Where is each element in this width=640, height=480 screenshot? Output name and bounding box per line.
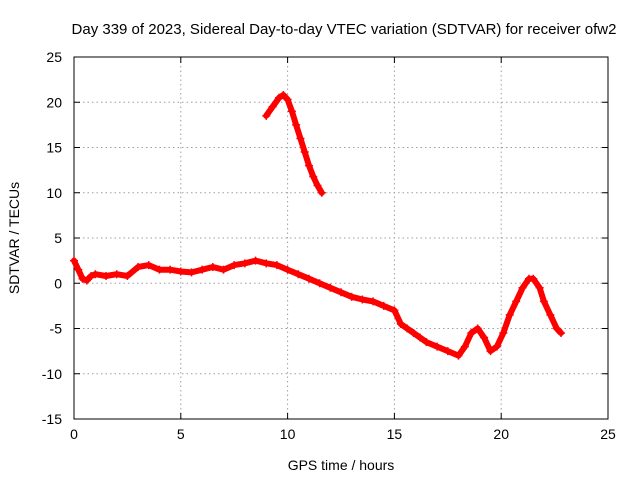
data-point xyxy=(326,283,335,292)
axis-ticks: 0 5 10 15 20 25 -15 -10 -5 0 5 10 15 20 25 xyxy=(42,49,616,442)
data-point xyxy=(91,270,100,279)
data-point xyxy=(467,329,476,338)
y-tick-label: 10 xyxy=(46,185,62,201)
data-point xyxy=(422,338,431,347)
data-point xyxy=(198,265,207,274)
data-point xyxy=(208,262,217,271)
data-point xyxy=(347,292,356,301)
y-tick-label: 15 xyxy=(46,140,62,156)
data-point xyxy=(74,265,83,274)
x-axis-label: GPS time / hours xyxy=(288,457,395,473)
grid xyxy=(74,57,608,419)
data-point xyxy=(409,329,418,338)
data-point xyxy=(300,148,309,157)
data-point xyxy=(262,259,271,268)
data-point xyxy=(499,329,508,338)
data-point xyxy=(70,256,78,265)
data-point xyxy=(294,270,303,279)
data-point xyxy=(123,272,132,281)
x-tick-label: 0 xyxy=(70,426,78,442)
data-series-group xyxy=(70,91,566,360)
data-point xyxy=(240,259,249,268)
data-point xyxy=(480,333,489,342)
x-tick-label: 10 xyxy=(280,426,296,442)
data-point xyxy=(443,347,452,356)
data-point xyxy=(272,261,281,270)
data-point xyxy=(144,261,153,270)
data-point xyxy=(102,272,111,281)
data-point xyxy=(134,262,143,271)
y-axis-label: SDTVAR / TECUs xyxy=(6,182,22,294)
data-series-segment-1 xyxy=(71,257,564,359)
data-point xyxy=(262,111,271,120)
data-point xyxy=(396,319,405,328)
data-point xyxy=(112,270,121,279)
data-point xyxy=(268,102,277,111)
chart-title: Day 339 of 2023, Sidereal Day-to-day VTE… xyxy=(72,21,617,38)
data-point xyxy=(155,265,164,274)
y-tick-label: 5 xyxy=(54,230,62,246)
data-point xyxy=(82,276,91,285)
y-tick-label: -15 xyxy=(42,411,62,427)
data-point xyxy=(390,306,399,315)
data-point xyxy=(460,342,469,351)
data-point xyxy=(304,274,313,283)
y-tick-label: 20 xyxy=(46,94,62,110)
data-point xyxy=(546,310,555,319)
data-point xyxy=(309,172,318,181)
data-point xyxy=(557,329,566,338)
data-point xyxy=(539,297,548,306)
y-tick-label: -5 xyxy=(50,321,63,337)
data-point xyxy=(292,120,301,129)
y-tick-label: 0 xyxy=(54,275,62,291)
y-tick-label: 25 xyxy=(46,49,62,65)
data-point xyxy=(518,283,527,292)
data-point xyxy=(486,347,495,356)
x-tick-label: 5 xyxy=(177,426,185,442)
data-point xyxy=(78,274,87,283)
data-point xyxy=(176,267,185,276)
data-point xyxy=(230,261,239,270)
data-point xyxy=(283,95,292,104)
y-tick-label: -10 xyxy=(42,366,62,382)
data-point xyxy=(358,295,367,304)
data-point xyxy=(219,265,228,274)
data-point xyxy=(433,342,442,351)
data-point xyxy=(403,324,412,333)
data-point xyxy=(379,301,388,310)
data-point xyxy=(529,274,538,283)
data-point xyxy=(535,283,544,292)
x-tick-label: 20 xyxy=(493,426,509,442)
data-point xyxy=(296,134,305,143)
data-point xyxy=(304,161,313,170)
data-point xyxy=(279,91,288,100)
data-point xyxy=(315,279,324,288)
data-point xyxy=(317,188,326,197)
data-point xyxy=(552,324,561,333)
data-point xyxy=(87,272,96,281)
x-tick-label: 25 xyxy=(600,426,616,442)
data-point xyxy=(473,324,482,333)
data-point xyxy=(283,265,292,274)
data-point xyxy=(337,288,345,297)
data-point xyxy=(275,93,284,102)
data-point xyxy=(454,351,463,360)
data-point xyxy=(166,265,175,274)
data-point xyxy=(369,297,378,306)
data-point xyxy=(492,342,501,351)
x-tick-label: 15 xyxy=(387,426,403,442)
data-point xyxy=(187,268,196,277)
data-point xyxy=(505,310,514,319)
data-point xyxy=(287,107,296,116)
data-point xyxy=(251,256,260,265)
data-point xyxy=(512,297,521,306)
data-point xyxy=(313,181,322,190)
data-point xyxy=(416,333,425,342)
